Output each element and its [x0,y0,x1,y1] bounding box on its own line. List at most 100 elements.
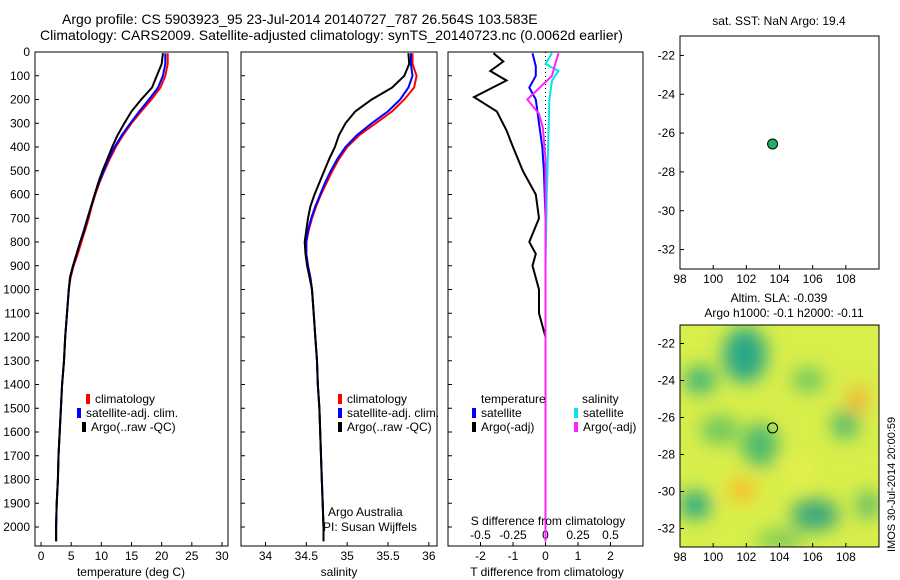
map-y-tick-label: -24 [658,374,676,388]
difference-x-axis-label: T difference from climatology [470,565,624,579]
map-y-tick-label: -28 [658,448,676,462]
map-y-tick-label: -24 [658,87,676,101]
salinity-series-argo [303,53,411,542]
sla-argo-location-marker [767,422,779,434]
diff-legend-swatch-sal-satellite [574,408,578,418]
depth-tick-label: 1800 [3,473,30,487]
depth-tick-label: 1900 [3,496,30,510]
sla-heatmap [680,325,879,547]
x-tick-label: 0 [38,549,45,563]
x-tick-label: -2 [475,549,486,563]
map-x-tick-label: 108 [836,272,856,286]
top-tick-label: -0.5 [470,528,491,542]
map-x-tick-label: 98 [673,272,687,286]
sal-legend-label-satellite: satellite-adj. clim. [347,406,439,420]
argo-location-marker [767,138,779,150]
depth-tick-label: 900 [10,259,30,273]
salinity-plot-frame [240,51,438,547]
map-x-tick-label: 104 [769,272,789,286]
map-y-tick-label: -22 [658,337,676,351]
credit-line2: PI: Susan Wijffels [323,520,417,534]
map-y-tick-label: -26 [658,411,676,425]
top-tick-label: -0.25 [499,528,527,542]
sal-legend-label-climatology: climatology [347,392,407,406]
depth-tick-label: 500 [10,164,30,178]
x-tick-label: 34 [259,549,273,563]
diff-legend-header-temperature: temperature [481,392,546,406]
difference-series-sal-argo [525,52,560,542]
depth-tick-label: 100 [10,69,30,83]
map-x-tick-label: 104 [769,550,789,564]
map-x-tick-label: 100 [703,550,723,564]
top-tick-label: 0.5 [602,528,619,542]
depth-tick-label: 1500 [3,401,30,415]
x-tick-label: 30 [215,549,229,563]
diff-legend-swatch-sal-argo [574,422,578,432]
depth-tick-label: 400 [10,140,30,154]
imos-timestamp: IMOS 30-Jul-2014 20:00:59 [886,417,898,552]
map-y-tick-label: -30 [658,485,676,499]
salinity-x-axis-label: salinity [321,565,358,579]
map-y-tick-label: -30 [658,204,676,218]
temperature-series-argo [55,53,164,542]
depth-tick-label: 800 [10,235,30,249]
figure-title-line1: Argo profile: CS 5903923_95 23-Jul-2014 … [62,11,538,27]
depth-tick-label: 700 [10,211,30,225]
depth-tick-label: 1700 [3,449,30,463]
map-x-tick-label: 98 [673,550,687,564]
map-x-tick-label: 108 [836,550,856,564]
depth-tick-label: 200 [10,93,30,107]
map-y-tick-label: -28 [658,165,676,179]
difference-series-temp-argo [471,52,547,542]
sal-legend-label-argo: Argo(..raw -QC) [347,420,432,434]
x-tick-label: 35 [340,549,354,563]
x-tick-label: 34.5 [295,549,319,563]
depth-tick-label: 1600 [3,425,30,439]
map-x-tick-label: 106 [803,272,823,286]
depth-tick-label: 1200 [3,330,30,344]
x-tick-label: 20 [155,549,169,563]
sal-legend-swatch-argo [338,422,342,432]
map-y-tick-label: -32 [658,522,676,536]
map-y-tick-label: -26 [658,126,676,140]
temperature-plot-frame [34,51,229,547]
map-x-tick-label: 100 [703,272,723,286]
axis-ticks-layer: 0100200300400500600700800900100011001200… [3,45,856,564]
x-tick-label: 10 [95,549,109,563]
diff-legend-label-temp-argo: Argo(-adj) [481,420,534,434]
sst-map-title: sat. SST: NaN Argo: 19.4 [712,14,846,28]
legend-label-argo: Argo(..raw -QC) [91,420,176,434]
legend-label-climatology: climatology [95,392,155,406]
figure-title-line2: Climatology: CARS2009. Satellite-adjuste… [40,27,623,43]
legend-swatch-climatology [86,394,90,404]
temperature-x-axis-label: temperature (deg C) [77,565,185,579]
top-tick-label: 0.25 [566,528,590,542]
x-tick-label: 35.5 [376,549,400,563]
diff-legend-header-salinity: salinity [582,392,619,406]
sst-map-frame [679,35,880,270]
map-y-tick-label: -22 [658,48,676,62]
x-tick-label: 5 [68,549,75,563]
x-tick-label: 1 [575,549,582,563]
x-tick-label: -1 [508,549,519,563]
diff-legend-swatch-temp-satellite [472,408,476,418]
depth-tick-label: 1400 [3,378,30,392]
map-y-tick-label: -32 [658,243,676,257]
depth-tick-label: 1300 [3,354,30,368]
sal-legend-swatch-satellite [338,408,342,418]
depth-tick-label: 1100 [4,306,30,320]
diff-legend-label-sal-argo: Argo(-adj) [583,420,636,434]
series-layer [55,52,779,542]
sla-map-title: Altim. SLA: -0.039 [731,291,828,305]
depth-tick-label: 1000 [3,283,30,297]
diff-legend-swatch-temp-argo [472,422,476,432]
diff-legend-label-temp-satellite: satellite [481,406,522,420]
x-tick-label: 15 [125,549,139,563]
x-tick-label: 36 [422,549,436,563]
legend-label-satellite: satellite-adj. clim. [86,406,178,420]
x-tick-label: 2 [607,549,614,563]
legend-swatch-argo [82,422,86,432]
map-x-tick-label: 102 [736,272,756,286]
x-tick-label: 25 [185,549,199,563]
